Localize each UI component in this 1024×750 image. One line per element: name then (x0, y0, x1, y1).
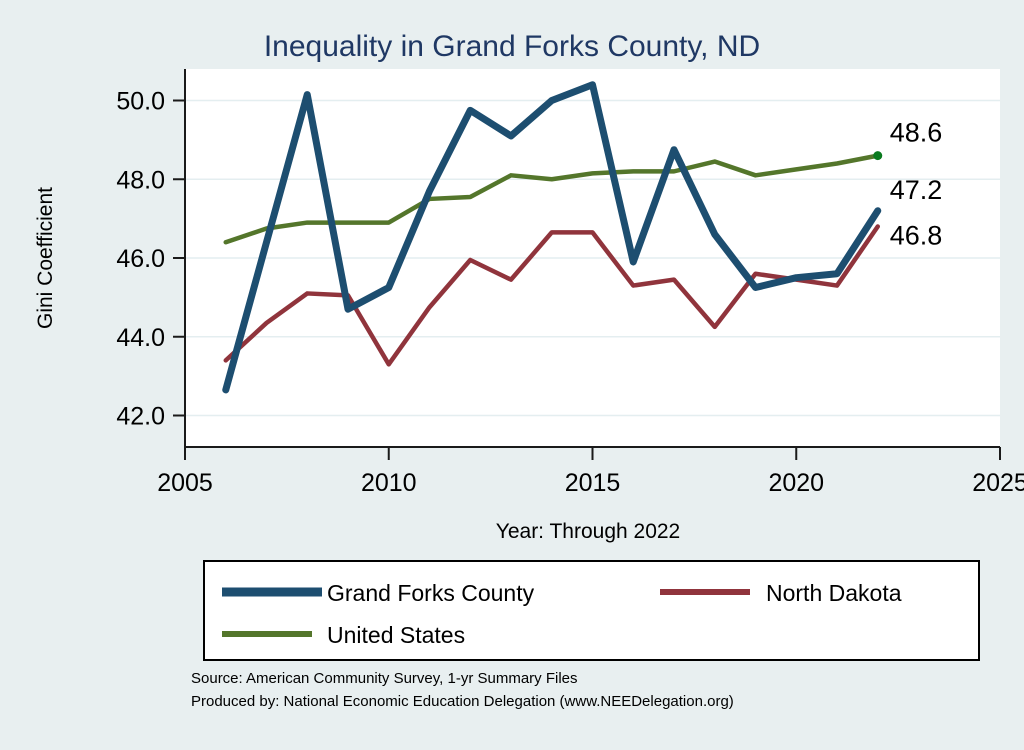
y-axis-ticks: 42.0 44.0 46.0 48.0 50.0 (116, 88, 185, 431)
x-tick-label: 2015 (565, 469, 621, 497)
x-axis-title: Year: Through 2022 (496, 520, 681, 543)
series-line-north-dakota (223, 224, 880, 367)
series-line-grand-forks-county (222, 81, 882, 394)
chart-title: Inequality in Grand Forks County, ND (264, 30, 760, 63)
legend-entries: Grand Forks County North Dakota United Sta… (222, 580, 902, 648)
end-label-north-dakota: 46.8 (890, 221, 943, 251)
legend-united-states-label: United States (327, 622, 465, 648)
y-tick-label: 48.0 (116, 166, 165, 194)
x-tick-label: 2005 (157, 469, 213, 497)
axis-lines (184, 69, 1000, 448)
x-tick-label: 2010 (361, 469, 417, 497)
y-tick-label: 42.0 (116, 403, 165, 431)
x-axis-ticks: 2005 2010 2015 2020 2025 (157, 447, 1024, 497)
legend-container (203, 560, 980, 661)
y-tick-label: 44.0 (116, 324, 165, 352)
end-label-grand-forks-county: 47.2 (890, 175, 943, 205)
series-end-labels: 48.6 47.2 46.8 (890, 118, 943, 251)
producer-note: Produced by: National Economic Education… (191, 693, 734, 710)
y-tick-label: 50.0 (116, 88, 165, 116)
legend-grand-forks-county-label: Grand Forks County (327, 580, 535, 606)
y-axis-title: Gini Coefficient (34, 187, 57, 329)
end-label-united-states: 48.6 (890, 118, 943, 148)
x-tick-label: 2025 (972, 469, 1024, 497)
x-tick-label: 2020 (768, 469, 824, 497)
source-note: Source: American Community Survey, 1-yr … (191, 670, 578, 687)
y-tick-label: 46.0 (116, 245, 165, 273)
legend-north-dakota-label: North Dakota (766, 580, 902, 606)
data-series (222, 81, 883, 394)
